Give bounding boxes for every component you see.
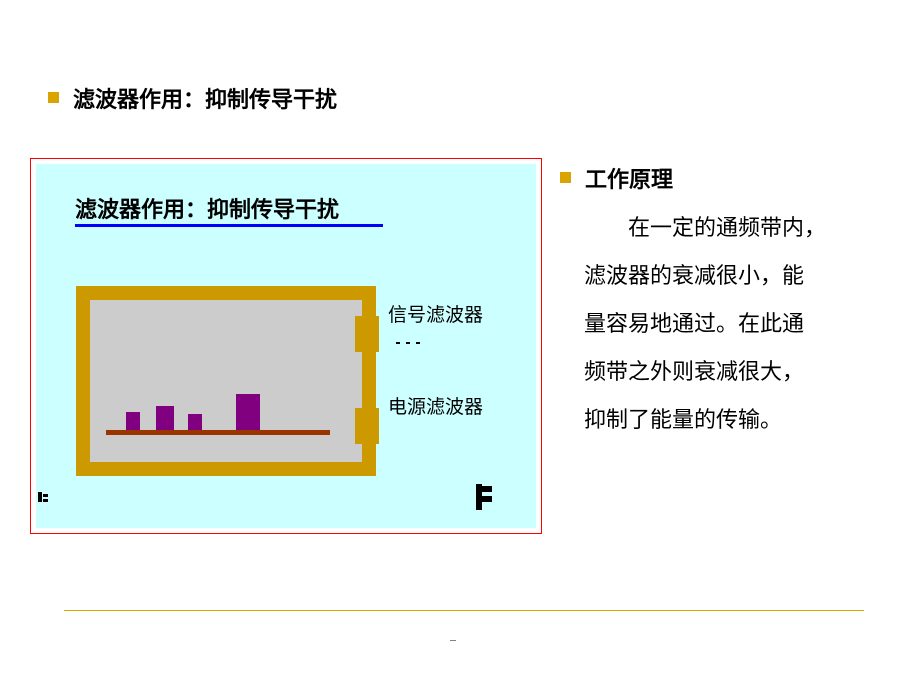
component-block [188,414,202,430]
filter-port [355,316,379,352]
diagram-title: 滤波器作用：抑制传导干扰 [75,192,339,224]
page-mark-icon [482,496,492,502]
wire-dot [406,342,410,344]
body-line: 抑制了能量的传输。 [584,402,782,434]
page-mark-icon [43,494,48,497]
body-line: 频带之外则衰减很大， [584,354,804,386]
footer-dash [450,640,456,641]
page-mark-icon [38,492,42,502]
slide: 滤波器作用：抑制传导干扰 滤波器作用：抑制传导干扰 信号滤波器电源滤波器 工作原… [0,0,920,690]
wire-dot [396,342,400,344]
component-block [126,412,140,430]
right-heading: 工作原理 [585,162,673,194]
page-mark-icon [43,499,48,502]
filter-port [355,408,379,444]
footer-line [64,610,864,611]
component-block [236,394,260,430]
body-line: 滤波器的衰减很小，能 [584,258,804,290]
bullet-icon [48,92,59,103]
pcb-board [106,430,330,435]
body-line: 量容易地通过。在此通 [584,306,804,338]
bullet-icon [560,172,571,183]
filter-label: 电源滤波器 [388,392,483,419]
page-mark-icon [482,486,492,492]
body-line: 在一定的通频带内， [584,210,826,242]
enclosure-inner [90,300,362,462]
component-block [156,406,174,430]
top-heading: 滤波器作用：抑制传导干扰 [73,82,337,114]
filter-label: 信号滤波器 [388,300,483,327]
wire-dot [416,342,420,344]
title-underline [75,224,383,227]
